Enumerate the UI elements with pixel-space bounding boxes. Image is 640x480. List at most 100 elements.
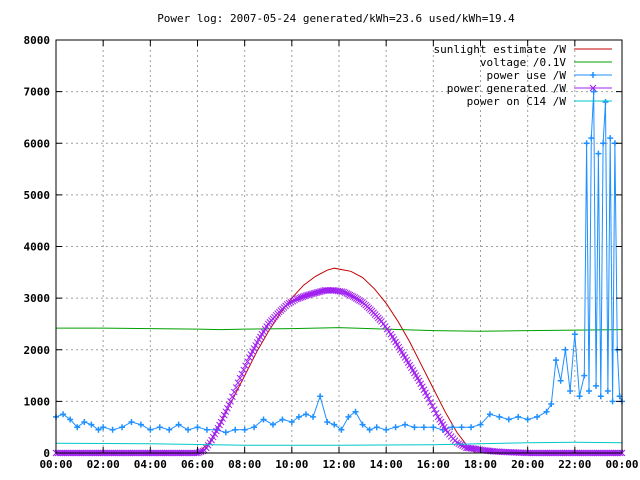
data-point [609,398,616,405]
data-point [269,421,276,428]
x-tick-label: 00:00 [605,458,638,471]
data-point [81,419,88,426]
data-point [432,409,440,417]
legend-label: sunlight estimate /W [434,43,567,56]
legend-item: voltage /0.1V [480,56,612,69]
data-point [227,398,234,405]
data-point [100,424,107,431]
data-point [345,413,352,420]
data-point [567,388,574,395]
data-point [317,393,324,400]
data-point [74,424,81,431]
data-point [222,429,229,436]
series-power-generated-w [52,287,626,457]
y-tick-label: 2000 [24,344,51,357]
data-point [95,426,102,433]
series-layer [52,88,626,457]
series-voltage-0-1v [56,327,623,332]
data-point [147,426,154,433]
data-point [543,408,550,415]
data-point [324,419,331,426]
x-tick-label: 04:00 [134,458,167,471]
legend-label: power use /W [487,69,567,82]
x-tick-label: 14:00 [370,458,403,471]
legend-marker [590,72,596,78]
data-point [241,426,248,433]
data-point [234,379,242,387]
series-power-on-c14-w [55,441,623,446]
data-point [222,408,230,416]
data-point [251,424,258,431]
legend-item: sunlight estimate /W [434,43,612,56]
y-tick-label: 6000 [24,137,51,150]
data-point [458,424,465,431]
data-point [283,300,291,308]
data-point [392,424,399,431]
data-point [185,426,192,433]
series-line [197,267,477,454]
y-tick-label: 8000 [24,34,51,47]
data-point [240,366,248,374]
data-point [232,384,240,391]
data-point [359,421,366,428]
data-point [402,421,409,428]
data-point [366,426,373,433]
data-point [411,424,418,431]
data-point [548,400,555,407]
data-point [449,424,456,431]
data-point [562,346,569,353]
x-tick-label: 22:00 [558,458,591,471]
grid [56,40,622,453]
data-point [515,413,522,420]
data-point [585,388,592,395]
data-point [230,388,238,396]
data-point [175,421,182,428]
data-point [373,424,380,431]
y-tick-label: 7000 [24,86,51,99]
data-point [425,395,432,403]
axes: 0 1000 2000 3000 4000 5000 6000 7000 8000 00:00 02… [24,34,639,471]
legend-item: power on C14 /W [467,95,612,108]
data-point [137,421,144,428]
data-point [242,362,249,370]
data-point [477,421,484,428]
data-point [324,287,332,294]
data-point [224,404,231,412]
data-point [67,416,74,423]
data-point [244,358,251,365]
y-tick-label: 0 [43,447,50,460]
data-point [534,413,541,420]
x-tick-label: 00:00 [39,458,72,471]
data-point [219,415,227,422]
data-point [576,393,583,400]
data-point [557,377,564,384]
data-point [295,413,302,420]
data-point [321,287,329,294]
data-point [194,424,201,431]
x-tick-label: 16:00 [417,458,450,471]
data-point [590,88,597,95]
data-point [581,372,588,379]
data-point [430,424,437,431]
x-tick-label: 08:00 [228,458,261,471]
data-point [583,140,590,147]
data-point [571,331,578,338]
data-point [604,388,611,395]
data-point [302,411,309,418]
series-line [55,91,623,433]
legend-label: power on C14 /W [467,95,567,108]
data-point [420,424,427,431]
data-point [552,357,559,364]
data-point [291,296,299,304]
data-point [285,299,293,307]
data-point [288,419,295,426]
data-point [352,408,359,415]
data-point [287,298,295,306]
series-sunlight-estimate-w [197,267,477,454]
data-point [468,424,475,431]
data-point [323,287,330,294]
data-point [197,448,205,456]
data-point [225,401,233,409]
